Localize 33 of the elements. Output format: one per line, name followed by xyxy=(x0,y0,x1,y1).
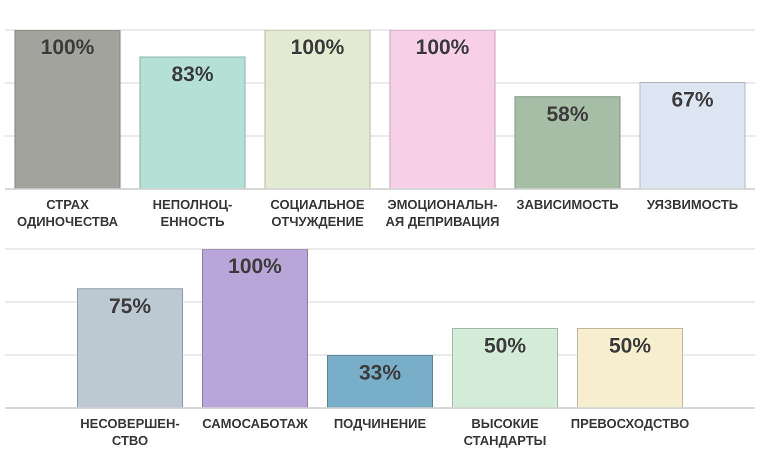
bar xyxy=(202,249,308,408)
bar xyxy=(452,328,558,408)
bar xyxy=(327,355,433,408)
data-label: 100% xyxy=(40,36,95,59)
data-label: 58% xyxy=(546,102,589,126)
data-label: 33% xyxy=(358,362,402,385)
data-label: 50% xyxy=(484,334,526,358)
x-tick-label: ВЫСОКИЕ СТАНДАРТЫ xyxy=(464,416,546,448)
data-label: 100% xyxy=(416,36,470,59)
x-tick-label: СТРАХ ОДИНОЧЕСТВА xyxy=(17,197,119,229)
bar xyxy=(390,30,496,189)
bar xyxy=(514,96,620,189)
x-tick-label: ПРЕВОСХОДСТВО xyxy=(570,416,690,431)
bar xyxy=(77,288,183,408)
x-tick-label: ЗАВИСИМОСТЬ xyxy=(516,197,619,212)
bar xyxy=(264,30,370,189)
bar xyxy=(577,328,683,408)
x-tick-label: СОЦИАЛЬНОЕ ОТЧУЖДЕНИЕ xyxy=(270,197,365,229)
bar xyxy=(14,30,120,189)
data-label: 100% xyxy=(290,36,345,59)
x-tick-label: НЕПОЛНОЦ-ЕННОСТЬ xyxy=(152,197,232,229)
x-tick-label: ПОДЧИНЕНИЕ xyxy=(334,416,426,431)
x-tick-label: ЭМОЦИОНАЛЬН-АЯ ДЕПРИВАЦИЯ xyxy=(386,197,500,229)
data-label: 100% xyxy=(228,255,282,278)
bar xyxy=(640,82,746,189)
x-tick-label: НЕСОВЕРШЕН-СТВО xyxy=(80,416,180,448)
data-label: 83% xyxy=(171,63,214,86)
data-label: 75% xyxy=(108,294,152,318)
bar xyxy=(140,56,246,189)
x-tick-label: САМОСАБОТАЖ xyxy=(202,416,308,431)
data-label: 50% xyxy=(608,334,652,358)
data-label: 67% xyxy=(671,88,714,112)
x-tick-label: УЯЗВИМОСТЬ xyxy=(646,197,738,212)
